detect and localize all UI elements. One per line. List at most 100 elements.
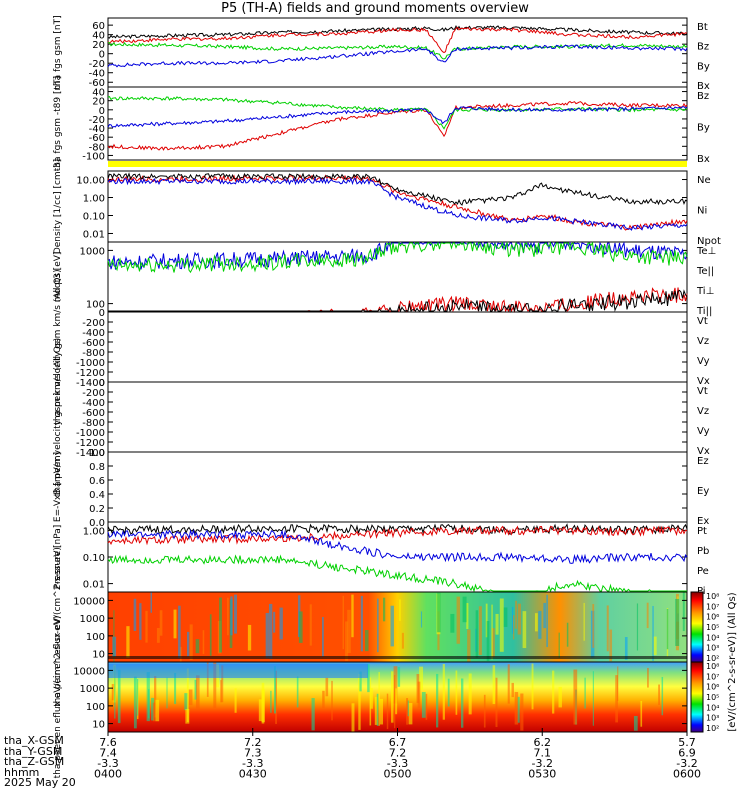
- peir_en_eflux-streak: [159, 610, 163, 636]
- y-tick-label: 0.4: [89, 490, 105, 501]
- series-Bx: [107, 106, 688, 128]
- y-tick-label: -1400: [76, 448, 105, 459]
- time-tick-label: 0400: [94, 768, 122, 781]
- peer_en_eflux-streak: [615, 675, 618, 723]
- peer_en_eflux-streak: [155, 699, 160, 722]
- y-tick-label: -100: [82, 151, 105, 162]
- peir_en_eflux-streak: [499, 598, 504, 652]
- peer_en_eflux-streak: [322, 690, 325, 709]
- y-tick-label: 0.10: [83, 553, 105, 564]
- peir_en_eflux-streak: [515, 600, 517, 629]
- series-Pb: [107, 525, 688, 546]
- peir_en_eflux-streak: [503, 607, 508, 627]
- y-tick-label: 100: [86, 300, 105, 311]
- peer_en_eflux-streak: [592, 671, 594, 726]
- y-tick-label: 1000: [80, 246, 105, 257]
- y-axis-label: tha fgs gsm [nT]: [53, 15, 63, 89]
- peir_en_eflux-streak: [652, 605, 654, 662]
- y-tick-label: 0: [99, 106, 105, 117]
- peir_velocity-frame: [107, 311, 688, 383]
- peer_en_eflux-streak: [325, 677, 329, 697]
- chart-title: P5 (TH-A) fields and ground moments over…: [221, 1, 529, 16]
- y-tick-label: 100: [86, 632, 105, 643]
- series-Te⊥: [108, 287, 688, 313]
- y-tick-label: -1400: [76, 378, 105, 389]
- peir_en_eflux-streak: [279, 607, 283, 640]
- peer_en_eflux-streak: [376, 693, 379, 726]
- y-tick-label: 1000: [80, 684, 105, 695]
- y-axis-label: moqt3 [eV]: [53, 252, 63, 303]
- legend-Te||: Te||: [696, 266, 714, 277]
- peer_en_eflux-streak: [558, 686, 562, 708]
- series-Pt: [107, 523, 688, 536]
- peir_en_eflux-streak: [382, 597, 386, 622]
- orbit-bar: [108, 161, 687, 167]
- time-tick-label: 0530: [528, 768, 556, 781]
- colorbar-tick: 10⁵: [706, 693, 719, 702]
- peir_en_eflux-streak: [609, 629, 613, 662]
- peir_en_eflux-streak: [546, 594, 548, 648]
- y-tick-label: 40: [92, 31, 105, 42]
- peer_en_eflux-streak: [442, 663, 445, 720]
- peir_en_eflux-streak: [364, 630, 369, 652]
- y-gsm-value: 7.2: [389, 747, 407, 760]
- y-tick-label: -20: [89, 115, 105, 126]
- series-Bx: [107, 44, 688, 68]
- peir_en_eflux-streak: [145, 610, 148, 643]
- y-tick-label: -400: [82, 398, 105, 409]
- y-axis-label: tha fgs gsm -t89 [nT]: [53, 76, 63, 171]
- colorbar-tick: 10⁸: [706, 662, 719, 671]
- series-By: [107, 95, 688, 130]
- efield-frame: [107, 451, 688, 523]
- peir_en_eflux-streak: [543, 602, 546, 629]
- colorbar-tick: 10²: [706, 724, 719, 733]
- legend-Vx: Vx: [697, 446, 710, 457]
- y-tick-label: -60: [89, 133, 105, 144]
- peir_en_eflux-streak: [150, 592, 153, 613]
- colorbar-tick: 10⁸: [706, 592, 719, 601]
- peer_en_eflux-streak: [408, 703, 413, 725]
- peir_en_eflux-streak: [466, 603, 469, 629]
- peer_en_eflux-streak: [640, 700, 643, 727]
- peer_en_eflux-streak: [234, 688, 237, 713]
- y-tick-label: 0.01: [83, 580, 105, 591]
- peir_en_eflux-streak: [485, 603, 488, 638]
- time-tick-label: 0600: [673, 768, 701, 781]
- peir_en_eflux-streak: [376, 598, 379, 653]
- colorbar-tick: 10³: [706, 714, 719, 723]
- y-tick-label: 100: [86, 702, 105, 713]
- hhmm-label: hhmm: [4, 765, 40, 779]
- z-gsm-value: -3.2: [532, 757, 553, 770]
- peer_en_eflux-streak: [221, 665, 224, 703]
- peer_en_eflux-streak: [495, 677, 498, 727]
- peir_en_eflux-streak: [486, 620, 490, 661]
- peer_en_eflux-streak: [273, 666, 276, 714]
- peir_en_eflux-streak: [173, 609, 177, 639]
- legend-Bx: Bx: [697, 81, 710, 92]
- colorbar-tick: 10⁴: [706, 633, 719, 642]
- y-tick-label: 1000: [80, 614, 105, 625]
- peer_en_eflux-streak: [206, 662, 209, 697]
- legend-Bt: Bt: [697, 22, 708, 33]
- peir_en_eflux-streak: [247, 624, 252, 651]
- peer_en_eflux-streak: [416, 673, 420, 704]
- peer_en_eflux-streak: [406, 698, 409, 725]
- series-Bt: [107, 24, 688, 40]
- legend-Bz: Bz: [697, 91, 709, 102]
- peir_en_eflux-streak: [360, 595, 363, 652]
- peir_en_eflux-streak: [511, 607, 514, 634]
- peer_en_eflux-streak: [468, 673, 472, 715]
- peir_en_eflux-streak: [583, 602, 585, 641]
- legend-Ti||: Ti||: [696, 306, 712, 317]
- legend-Vy: Vy: [697, 426, 710, 437]
- peer_en_eflux-streak: [633, 715, 638, 731]
- peir_en_eflux-streak: [478, 606, 482, 656]
- y-tick-label: 20: [92, 40, 105, 51]
- peir_en_eflux-streak: [462, 596, 467, 623]
- peer_en_eflux-streak: [386, 693, 389, 730]
- peer_en_eflux-streak: [520, 693, 524, 731]
- y-tick-label: 1.0: [89, 448, 105, 459]
- colorbar-tick: 10⁵: [706, 623, 719, 632]
- peir_en_eflux-streak: [606, 605, 609, 652]
- peir_en_eflux-streak: [456, 596, 461, 644]
